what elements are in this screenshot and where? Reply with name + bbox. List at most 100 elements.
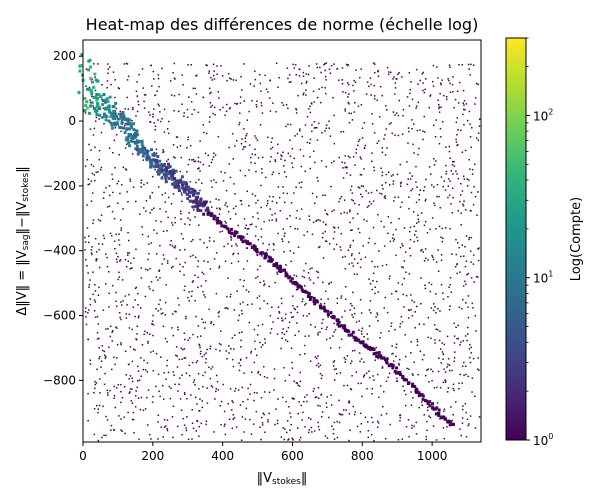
heatmap-cell bbox=[324, 130, 326, 132]
heatmap-cell bbox=[278, 196, 281, 199]
heatmap-cell bbox=[432, 309, 435, 312]
heatmap-cell bbox=[294, 64, 297, 66]
heatmap-cell bbox=[478, 416, 481, 418]
heatmap-cell bbox=[187, 138, 189, 141]
heatmap-cell bbox=[157, 373, 160, 376]
heatmap-cell bbox=[191, 188, 195, 192]
heatmap-cell bbox=[349, 388, 352, 390]
heatmap-cell bbox=[300, 186, 302, 189]
heatmap-cell bbox=[330, 162, 333, 164]
heatmap-cell bbox=[439, 207, 442, 209]
heatmap-cell bbox=[465, 235, 468, 237]
heatmap-cell bbox=[478, 125, 481, 127]
heatmap-cell bbox=[111, 113, 115, 117]
heatmap-cell bbox=[435, 439, 438, 441]
heatmap-cell bbox=[191, 190, 195, 194]
heatmap-cell bbox=[453, 165, 456, 167]
heatmap-cell bbox=[160, 313, 163, 315]
heatmap-cell bbox=[99, 392, 101, 394]
heatmap-cell bbox=[97, 63, 99, 65]
heatmap-cell bbox=[405, 378, 409, 382]
heatmap-cell bbox=[460, 129, 462, 132]
heatmap-cell bbox=[340, 324, 343, 328]
heatmap-cell bbox=[363, 361, 365, 363]
heatmap-cell bbox=[276, 333, 279, 335]
heatmap-cell bbox=[457, 242, 459, 244]
heatmap-cell bbox=[132, 128, 136, 132]
heatmap-cell bbox=[197, 203, 201, 207]
heatmap-cell bbox=[434, 306, 436, 308]
heatmap-cell bbox=[91, 246, 93, 248]
heatmap-cell bbox=[203, 201, 207, 205]
heatmap-cell bbox=[422, 89, 424, 92]
heatmap-cell bbox=[130, 400, 133, 402]
heatmap-cell bbox=[157, 310, 160, 312]
heatmap-cell bbox=[198, 435, 200, 437]
heatmap-cell bbox=[261, 168, 263, 170]
heatmap-cell bbox=[331, 425, 333, 427]
heatmap-cell bbox=[144, 330, 146, 333]
heatmap-cell bbox=[305, 89, 307, 91]
heatmap-cell bbox=[469, 136, 472, 138]
heatmap-cell bbox=[401, 321, 404, 323]
heatmap-cell bbox=[294, 334, 296, 336]
heatmap-cell bbox=[449, 277, 452, 279]
y-tick-label: −600 bbox=[43, 309, 76, 323]
heatmap-cell bbox=[440, 284, 443, 286]
heatmap-cell bbox=[435, 160, 437, 162]
heatmap-cell bbox=[309, 295, 313, 299]
heatmap-cell bbox=[257, 239, 260, 241]
heatmap-cell bbox=[465, 436, 468, 438]
heatmap-cell bbox=[443, 94, 445, 97]
heatmap-cell bbox=[188, 364, 191, 367]
heatmap-cell bbox=[304, 124, 307, 126]
heatmap-cell bbox=[449, 305, 451, 307]
heatmap-cell bbox=[326, 326, 328, 328]
heatmap-cell bbox=[219, 405, 221, 407]
heatmap-cell bbox=[141, 233, 144, 236]
heatmap-cell bbox=[213, 258, 216, 260]
heatmap-cell bbox=[394, 328, 396, 331]
heatmap-cell bbox=[422, 130, 424, 132]
heatmap-cell bbox=[107, 109, 111, 112]
heatmap-cell bbox=[234, 145, 236, 147]
heatmap-cell bbox=[403, 277, 405, 280]
heatmap-cell bbox=[152, 324, 155, 326]
heatmap-cell bbox=[246, 240, 249, 244]
heatmap-cell bbox=[162, 436, 164, 438]
heatmap-cell bbox=[190, 240, 193, 243]
heatmap-cell bbox=[234, 334, 236, 336]
heatmap-cell bbox=[292, 439, 294, 441]
heatmap-cell bbox=[115, 107, 118, 110]
heatmap-cell bbox=[332, 237, 335, 240]
heatmap-cell bbox=[425, 78, 427, 80]
heatmap-cell bbox=[425, 178, 427, 181]
heatmap-cell bbox=[356, 425, 359, 428]
heatmap-cell bbox=[192, 254, 194, 257]
heatmap-cell bbox=[132, 411, 135, 414]
heatmap-cell bbox=[189, 255, 192, 258]
heatmap-cell bbox=[127, 254, 129, 256]
heatmap-cell bbox=[436, 386, 438, 389]
heatmap-cell bbox=[202, 291, 204, 293]
heatmap-cell bbox=[433, 186, 435, 188]
heatmap-cell bbox=[150, 281, 153, 283]
heatmap-cell bbox=[308, 219, 311, 221]
heatmap-cell bbox=[381, 193, 383, 195]
heatmap-cell bbox=[109, 121, 113, 125]
y-axis-label: Δ‖V‖ = ‖Vsag‖−‖Vstokes‖ bbox=[15, 166, 31, 315]
heatmap-cell bbox=[184, 248, 186, 251]
heatmap-cell bbox=[473, 281, 475, 283]
heatmap-cell bbox=[437, 99, 439, 101]
heatmap-cell bbox=[426, 409, 429, 412]
heatmap-cell bbox=[119, 192, 121, 195]
heatmap-cell bbox=[174, 310, 176, 313]
heatmap-cell bbox=[231, 245, 233, 247]
heatmap-cell bbox=[372, 421, 374, 424]
heatmap-cell bbox=[213, 78, 216, 80]
heatmap-cell bbox=[349, 309, 351, 311]
heatmap-cell bbox=[377, 70, 379, 73]
heatmap-cell bbox=[236, 102, 239, 105]
